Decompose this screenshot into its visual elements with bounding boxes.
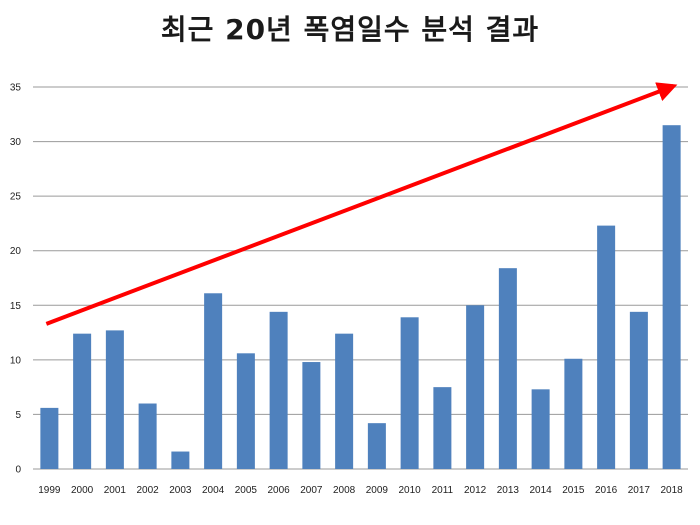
bar-2007 [302,362,321,469]
y-tick-label: 10 [10,355,22,366]
x-tick-label: 2003 [169,485,192,496]
y-tick-label: 30 [10,137,22,148]
bar-2012 [466,305,485,469]
bar-2000 [73,333,92,469]
bar-2014 [531,389,550,469]
x-tick-label: 2014 [530,485,553,496]
trend-arrow [45,82,678,326]
x-tick-label: 2006 [268,485,291,496]
y-tick-label: 15 [10,301,22,312]
bar-2008 [335,333,354,469]
bar-2010 [400,317,419,469]
y-axis-ticks: 0 5 10 15 20 25 30 35 [10,83,22,476]
x-tick-label: 2013 [497,485,520,496]
y-tick-label: 0 [15,465,21,476]
bar-2005 [236,353,255,469]
bar-2009 [367,423,386,469]
x-tick-label: 2005 [235,485,258,496]
bar-2018 [662,125,681,469]
x-tick-label: 2016 [595,485,618,496]
x-tick-label: 2011 [432,485,454,496]
bar-2002 [138,403,157,469]
bars [40,125,681,469]
trend-arrow-line [45,82,678,326]
y-tick-label: 25 [10,192,22,203]
bar-2006 [269,311,288,469]
bar-2011 [433,387,452,469]
x-tick-label: 2018 [661,485,684,496]
bar-1999 [40,407,59,469]
bar-2001 [105,330,124,469]
x-tick-label: 2007 [300,485,323,496]
x-tick-label: 2001 [104,485,127,496]
bar-2015 [564,358,583,469]
bar-2013 [498,268,517,469]
x-axis-ticks: 1999 2000 2001 2002 2003 2004 2005 2006 2007 2008… [38,485,683,496]
x-tick-label: 2004 [202,485,225,496]
bar-2017 [629,311,648,469]
y-tick-label: 20 [10,246,22,257]
x-tick-label: 2012 [464,485,487,496]
bar-2016 [597,225,616,469]
bar-2004 [204,293,223,469]
y-tick-label: 5 [15,410,21,421]
x-tick-label: 1999 [38,485,61,496]
y-tick-label: 35 [10,83,22,94]
x-tick-label: 2008 [333,485,356,496]
x-tick-label: 2002 [137,485,160,496]
gridlines [33,86,688,470]
x-tick-label: 2000 [71,485,94,496]
chart-title: 최근 20년 폭염일수 분석 결과 [160,13,540,46]
x-tick-label: 2009 [366,485,389,496]
x-tick-label: 2010 [399,485,422,496]
bar-2003 [171,451,190,469]
x-tick-label: 2017 [628,485,651,496]
x-tick-label: 2015 [562,485,585,496]
